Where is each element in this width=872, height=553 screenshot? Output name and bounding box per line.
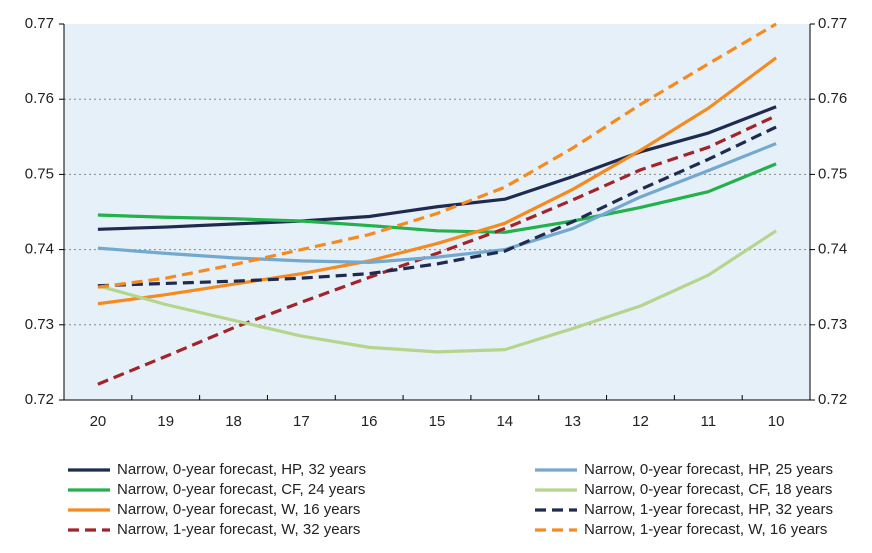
y-tick-label: 0.76	[25, 90, 54, 107]
x-tick-label: 13	[564, 413, 581, 430]
series-line	[97, 125, 777, 288]
x-tick-label: 20	[90, 413, 107, 430]
y2-tick-label: 0.74	[818, 241, 847, 258]
x-tick-label: 12	[632, 413, 649, 430]
legend-label: Narrow, 0-year forecast, W, 16 years	[117, 501, 360, 518]
y-tick-label: 0.73	[25, 316, 54, 333]
legend-label: Narrow, 0-year forecast, CF, 18 years	[584, 481, 832, 498]
x-tick-label: 10	[768, 413, 785, 430]
legend-label: Narrow, 0-year forecast, HP, 25 years	[584, 461, 833, 478]
series-line	[97, 114, 777, 386]
x-tick-label: 17	[293, 413, 310, 430]
y2-tick-label: 0.77	[818, 15, 847, 32]
x-tick-label: 18	[225, 413, 242, 430]
y-tick-label: 0.74	[25, 241, 54, 258]
y2-tick-label: 0.73	[818, 316, 847, 333]
y2-tick-label: 0.76	[818, 90, 847, 107]
legend-label: Narrow, 1-year forecast, W, 16 years	[584, 521, 827, 538]
y2-tick-label: 0.72	[818, 391, 847, 408]
y-tick-label: 0.77	[25, 15, 54, 32]
series-line	[97, 22, 777, 289]
series-line	[97, 162, 777, 234]
x-tick-label: 11	[700, 413, 716, 430]
legend-label: Narrow, 1-year forecast, HP, 32 years	[584, 501, 833, 518]
legend-label: Narrow, 0-year forecast, CF, 24 years	[117, 481, 365, 498]
series-line	[97, 229, 777, 354]
legend-label: Narrow, 1-year forecast, W, 32 years	[117, 521, 360, 538]
series-line	[97, 105, 777, 231]
y-tick-label: 0.75	[25, 165, 54, 182]
y-tick-label: 0.72	[25, 391, 54, 408]
x-tick-label: 14	[496, 413, 513, 430]
x-tick-label: 15	[429, 413, 446, 430]
series-line	[97, 142, 777, 264]
y2-tick-label: 0.75	[818, 165, 847, 182]
x-tick-label: 16	[361, 413, 378, 430]
x-tick-label: 19	[157, 413, 174, 430]
series-line	[97, 56, 778, 306]
legend-label: Narrow, 0-year forecast, HP, 32 years	[117, 461, 366, 478]
